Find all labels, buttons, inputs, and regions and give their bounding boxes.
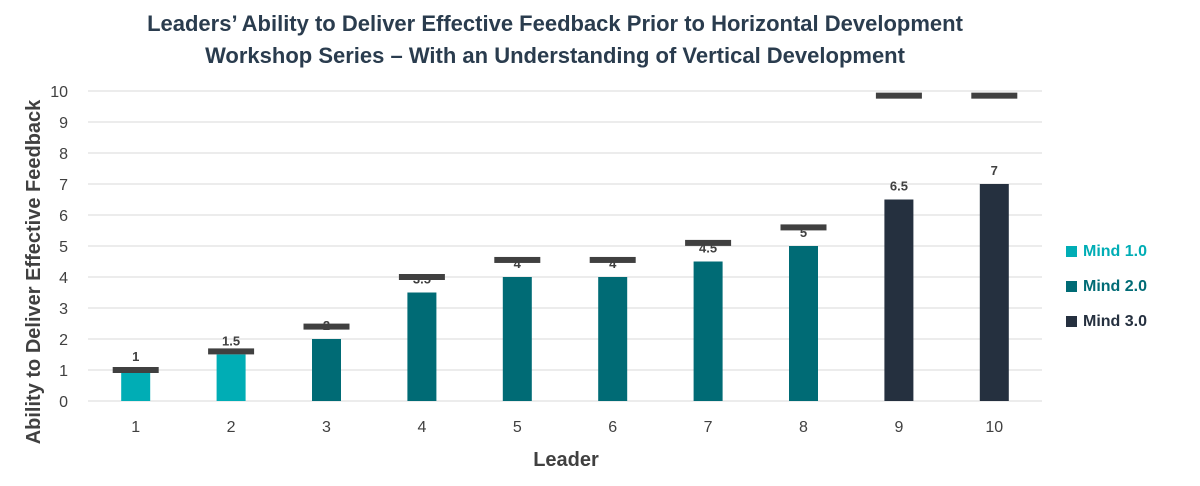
bar — [979, 184, 1009, 401]
bar — [598, 277, 628, 401]
bar — [407, 292, 437, 401]
legend: Mind 1.0 Mind 2.0 Mind 3.0 — [1066, 234, 1196, 339]
marker — [398, 274, 445, 280]
data-label: 4.5 — [699, 241, 717, 256]
legend-item: Mind 1.0 — [1066, 234, 1196, 269]
y-tick-label: 1 — [59, 363, 68, 380]
bar — [789, 246, 818, 401]
x-tick-label: 3 — [322, 419, 331, 436]
data-label: 7 — [991, 163, 998, 178]
bar — [312, 339, 341, 401]
y-tick-label: 5 — [59, 239, 68, 256]
y-tick-label: 7 — [59, 177, 68, 194]
legend-label: Mind 1.0 — [1083, 242, 1148, 260]
x-tick-label: 5 — [513, 419, 522, 436]
marker — [303, 323, 350, 330]
legend-swatch — [1066, 246, 1077, 257]
bars — [121, 184, 1009, 401]
bar — [502, 277, 532, 401]
labels: 012345678910111.52233.5445464.57586.5971… — [50, 84, 1003, 436]
chart-title: Leaders’ Ability to Deliver Effective Fe… — [0, 8, 1110, 72]
marker — [780, 224, 827, 231]
x-tick-label: 6 — [608, 419, 617, 436]
legend-item: Mind 2.0 — [1066, 269, 1196, 304]
legend-label: Mind 2.0 — [1083, 277, 1148, 295]
data-label: 3.5 — [413, 272, 431, 287]
chart-title-line-2: Workshop Series – With an Understanding … — [205, 43, 905, 68]
bar — [121, 370, 151, 401]
y-tick-label: 9 — [59, 115, 68, 132]
bar — [884, 199, 914, 401]
y-tick-label: 2 — [59, 332, 68, 349]
data-label: 4 — [514, 256, 522, 271]
legend-label: Mind 3.0 — [1083, 312, 1148, 330]
data-label: 5 — [800, 225, 807, 240]
x-tick-label: 2 — [227, 419, 236, 436]
y-tick-label: 8 — [59, 146, 68, 163]
x-tick-label: 9 — [894, 419, 903, 436]
marker — [589, 256, 636, 263]
legend-item: Mind 3.0 — [1066, 304, 1196, 339]
y-tick-label: 6 — [59, 208, 68, 225]
x-tick-label: 10 — [985, 419, 1003, 436]
marker — [208, 348, 255, 355]
data-label: 6.5 — [890, 179, 908, 194]
x-tick-label: 4 — [417, 419, 426, 436]
x-tick-label: 7 — [704, 419, 713, 436]
data-label: 4 — [609, 256, 617, 271]
markers — [112, 92, 1018, 373]
data-label: 1.5 — [222, 334, 240, 349]
marker — [685, 239, 732, 246]
chart-title-line-1: Leaders’ Ability to Deliver Effective Fe… — [147, 11, 963, 36]
bar — [216, 354, 246, 401]
legend-swatch — [1066, 281, 1077, 292]
legend-swatch — [1066, 316, 1077, 327]
x-tick-label: 8 — [799, 419, 808, 436]
data-label: 2 — [323, 318, 330, 333]
x-axis-title: Leader — [533, 449, 599, 471]
data-label: 1 — [132, 349, 139, 364]
marker — [494, 256, 541, 263]
y-tick-label: 0 — [59, 394, 68, 411]
y-tick-label: 10 — [50, 84, 68, 101]
y-axis-title: Ability to Deliver Effective Feedback — [23, 99, 45, 444]
bar — [693, 261, 723, 401]
y-tick-label: 3 — [59, 301, 68, 318]
marker — [971, 92, 1018, 99]
marker — [875, 92, 922, 99]
x-tick-label: 1 — [131, 419, 140, 436]
y-tick-label: 4 — [59, 270, 68, 287]
marker — [112, 367, 159, 373]
grid-lines — [88, 90, 1042, 402]
